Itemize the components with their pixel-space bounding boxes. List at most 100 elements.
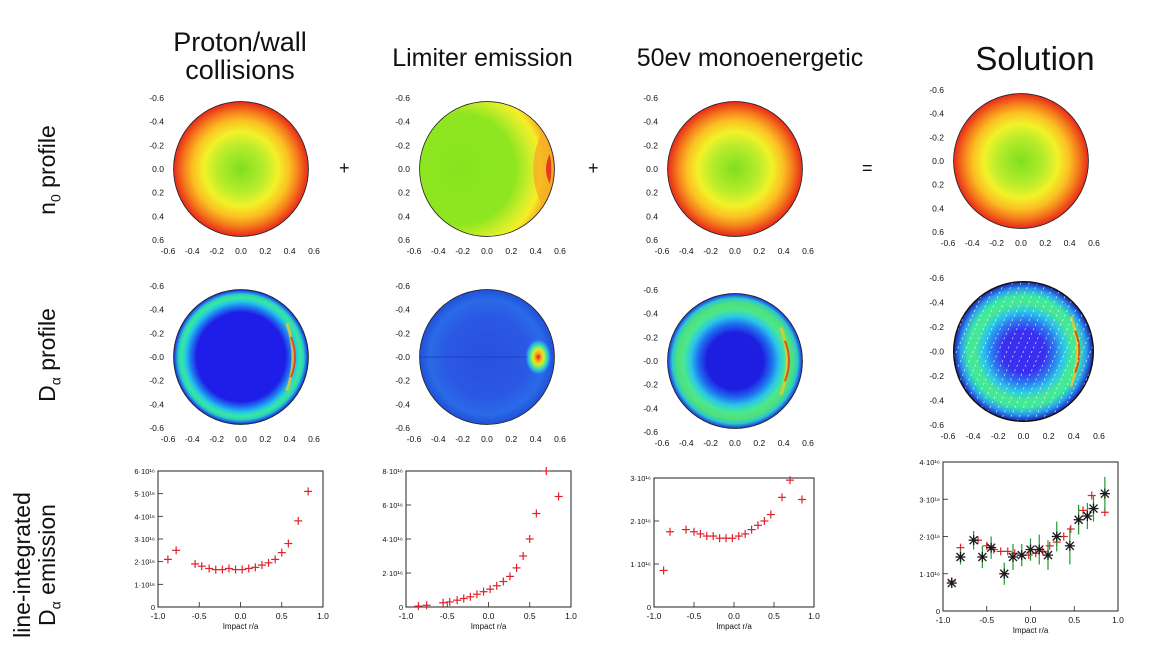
map-image bbox=[667, 101, 803, 237]
cross-marker bbox=[666, 527, 674, 536]
y-tick-label: 0.0 bbox=[398, 164, 410, 174]
map-axes: -0.6 -0.4 -0.2 0.0 0.2 0.4 0.6 -0.6 -0.4 -0.2 -0.0… bbox=[929, 273, 1105, 441]
star-marker bbox=[1064, 527, 1075, 565]
y-tick-label: -0.6 bbox=[395, 423, 410, 433]
da-solution-heatmap: -0.6 -0.4 -0.2 0.0 0.2 0.4 0.6 -0.6 -0.4 -0.2 -0.0… bbox=[929, 273, 1105, 441]
y-tick-label: 0 bbox=[399, 603, 403, 612]
row-label-da-emission: line-integrated Dα emission bbox=[9, 492, 64, 638]
map-image bbox=[667, 293, 803, 429]
cross-marker bbox=[238, 565, 247, 574]
plot-frame bbox=[405, 470, 572, 608]
hatch-line bbox=[975, 281, 1039, 422]
x-tick-label: 0.4 bbox=[1064, 238, 1076, 248]
density-disc bbox=[953, 93, 1089, 229]
x-tick-label: -1.0 bbox=[936, 615, 951, 625]
y-tick-label: 0.6 bbox=[398, 235, 410, 245]
cross-marker bbox=[422, 601, 431, 610]
cross-marker bbox=[445, 597, 454, 606]
x-tick-label: -0.4 bbox=[431, 246, 446, 256]
y-tick-label: 0 bbox=[936, 607, 940, 616]
x-tick-label: 0.2 bbox=[753, 246, 765, 256]
x-tick-label: 0.6 bbox=[1088, 238, 1100, 248]
cross-marker bbox=[754, 521, 762, 530]
x-tick-label: 0.4 bbox=[1068, 431, 1080, 441]
hatch-line bbox=[953, 281, 989, 422]
emission-peak bbox=[783, 340, 790, 382]
emit-proton-plot: -1.0 -0.5 0.0 0.5 1.0 0 1·10¹⁶ 2·10¹⁶ 3·10¹⁶ 4·10… bbox=[134, 467, 329, 631]
cross-marker bbox=[277, 548, 286, 557]
x-tick-label: -0.6 bbox=[161, 434, 176, 444]
plot-frame bbox=[157, 470, 324, 608]
y-tick-label: 0.4 bbox=[932, 203, 944, 213]
y-tick-label: 1·10¹⁶ bbox=[630, 560, 651, 569]
y-tick-label: -0.2 bbox=[643, 332, 658, 342]
y-tick-label: 0.2 bbox=[152, 188, 164, 198]
y-tick-label: -0.4 bbox=[395, 117, 410, 127]
x-tick-label: -0.2 bbox=[209, 434, 224, 444]
x-tick-label: 0.2 bbox=[505, 434, 517, 444]
column-title-proton-wall: Proton/wall collisions bbox=[173, 27, 307, 86]
x-tick-label: 0.0 bbox=[1025, 615, 1037, 625]
cross-marker bbox=[172, 546, 181, 555]
cross-marker bbox=[284, 539, 293, 548]
hatch-line bbox=[1042, 281, 1094, 422]
x-tick-label: -0.4 bbox=[185, 246, 200, 256]
x-tick-label: 1.0 bbox=[1112, 615, 1124, 625]
emission-ridge bbox=[285, 322, 295, 392]
hatch-line bbox=[1033, 281, 1094, 422]
boundary-circle bbox=[952, 280, 1095, 423]
x-tick-label: 0.0 bbox=[728, 611, 740, 621]
da-proton-heatmap: -0.6 -0.4 -0.2 0.0 0.2 0.4 0.6 -0.6 -0.4 -0.2 -0.0… bbox=[149, 281, 320, 444]
y-tick-label: 3·10¹⁶ bbox=[630, 474, 651, 483]
y-tick-label: 0.2 bbox=[646, 188, 658, 198]
cross-marker bbox=[682, 525, 690, 534]
map-axes: -0.6 -0.4 -0.2 0.0 0.2 0.4 0.6 -0.6 -0.4 -0.2 -0.0… bbox=[643, 285, 814, 448]
y-tick-label: -0.0 bbox=[395, 352, 410, 362]
cross-marker bbox=[786, 476, 794, 485]
y-tick-label: 0.2 bbox=[398, 188, 410, 198]
x-axis-label: Impact r/a bbox=[471, 622, 507, 631]
y-tick-label: -0.4 bbox=[643, 117, 658, 127]
x-tick-label: -0.6 bbox=[655, 246, 670, 256]
x-tick-label: -1.0 bbox=[151, 611, 166, 621]
y-tick-label: -0.0 bbox=[929, 347, 944, 357]
x-tick-label: -0.6 bbox=[941, 238, 956, 248]
cross-marker bbox=[690, 527, 698, 536]
y-tick-label: 0.6 bbox=[152, 235, 164, 245]
x-tick-label: 0.0 bbox=[483, 611, 495, 621]
y-tick-label: 4·10¹⁶ bbox=[919, 458, 940, 467]
map-axes: -0.6 -0.4 -0.2 0.0 0.2 0.4 0.6-0.6-0.4-0.20.00… bbox=[643, 93, 814, 256]
y-tick-label: 0.4 bbox=[398, 211, 410, 221]
star-marker bbox=[1082, 502, 1093, 530]
x-tick-label: -0.4 bbox=[679, 246, 694, 256]
x-tick-label: 0.0 bbox=[729, 246, 741, 256]
x-tick-label: 0.4 bbox=[778, 246, 790, 256]
cross-marker bbox=[304, 487, 313, 496]
y-tick-label: -0.6 bbox=[395, 93, 410, 103]
x-tick-label: -0.6 bbox=[407, 246, 422, 256]
column-title-50ev: 50ev monoenergetic bbox=[636, 44, 864, 72]
x-tick-label: 0.2 bbox=[505, 246, 517, 256]
cross-marker bbox=[505, 572, 514, 581]
x-tick-label: -0.6 bbox=[161, 246, 176, 256]
y-tick-label: -0.2 bbox=[149, 328, 164, 338]
y-tick-label: -0.6 bbox=[929, 85, 944, 95]
da-50ev-heatmap: -0.6 -0.4 -0.2 0.0 0.2 0.4 0.6 -0.6 -0.4 -0.2 -0.0… bbox=[643, 285, 814, 448]
y-tick-label: 0.2 bbox=[932, 180, 944, 190]
y-tick-label: -0.4 bbox=[643, 309, 658, 319]
x-tick-label: -0.2 bbox=[455, 434, 470, 444]
y-tick-label: 0.0 bbox=[152, 164, 164, 174]
hatching bbox=[953, 281, 1094, 422]
y-tick-label: -0.2 bbox=[149, 376, 164, 386]
cross-marker bbox=[1003, 547, 1012, 556]
map-image bbox=[419, 101, 555, 237]
x-tick-label: 0.5 bbox=[524, 611, 536, 621]
x-tick-label: 0.6 bbox=[802, 438, 814, 448]
cross-marker bbox=[414, 602, 423, 611]
column-title-solution: Solution bbox=[975, 40, 1095, 77]
emission-peak bbox=[289, 336, 296, 378]
y-tick-label: -0.4 bbox=[149, 399, 164, 409]
emission-disc bbox=[173, 289, 309, 425]
column-title-limiter: Limiter emission bbox=[392, 44, 573, 72]
map-image bbox=[173, 101, 309, 237]
